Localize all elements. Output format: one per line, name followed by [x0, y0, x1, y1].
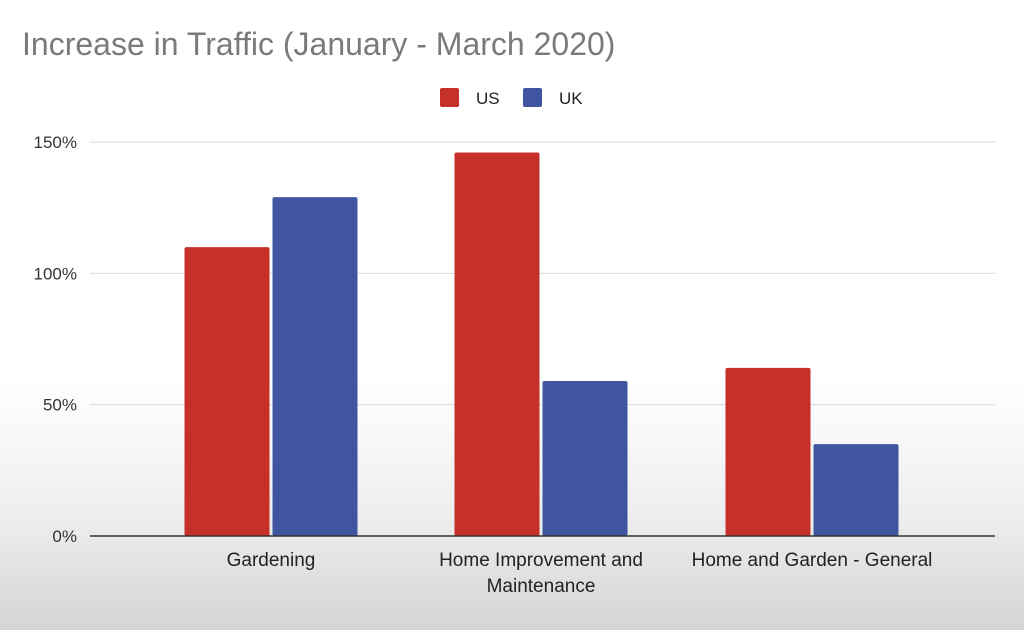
- x-category-label: Maintenance: [487, 576, 596, 597]
- legend-label-uk: UK: [559, 89, 583, 108]
- legend-swatch-uk: [523, 88, 542, 107]
- x-category-label: Gardening: [227, 550, 316, 571]
- y-tick-label: 150%: [34, 133, 77, 152]
- bar-us-1: [454, 152, 540, 537]
- bar-us-2: [725, 367, 811, 536]
- legend: US UK: [440, 88, 583, 108]
- x-category-label: Home Improvement and: [439, 550, 643, 571]
- y-tick-label: 50%: [43, 396, 77, 415]
- y-tick-label: 100%: [34, 264, 77, 283]
- y-tick-label: 0%: [52, 527, 77, 546]
- legend-label-us: US: [476, 89, 500, 108]
- bar-uk-0: [272, 197, 358, 536]
- x-category-label: Home and Garden - General: [692, 550, 933, 571]
- bar-uk-1: [542, 381, 628, 536]
- bars: [184, 152, 899, 537]
- legend-swatch-us: [440, 88, 459, 107]
- chart-title: Increase in Traffic (January - March 202…: [22, 26, 616, 62]
- x-axis-labels: Gardening Home Improvement and Maintenance…: [227, 550, 933, 597]
- bar-us-0: [184, 247, 270, 537]
- y-axis-ticks: 0% 50% 100% 150%: [34, 133, 77, 546]
- bar-uk-2: [813, 444, 899, 536]
